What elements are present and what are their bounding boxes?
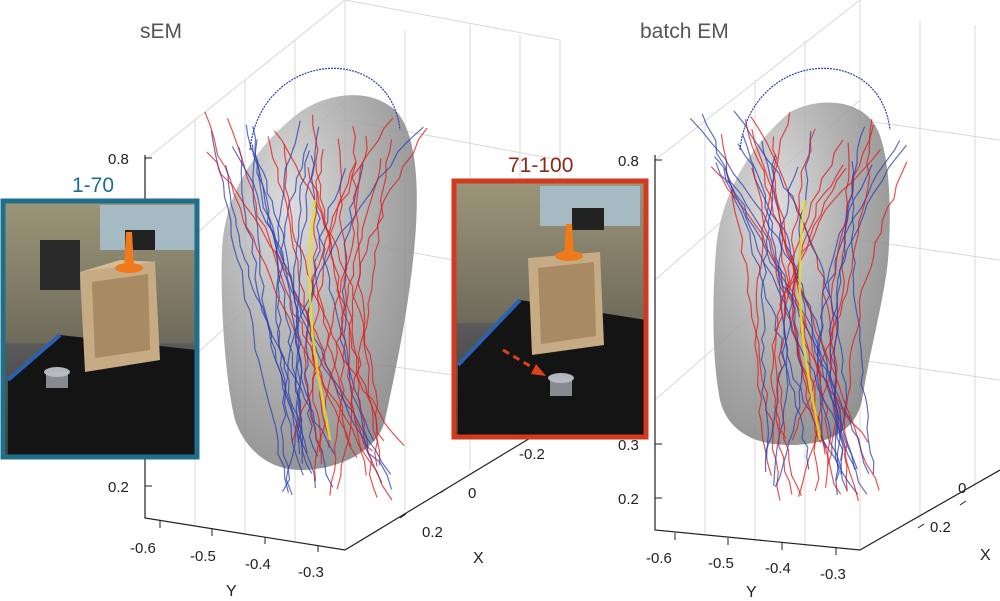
panel-sem-trajectory-red	[206, 151, 352, 447]
panel-sem-trajectory-blue	[275, 120, 308, 454]
inset-2-label: 71-100	[508, 154, 573, 177]
panel-batch-xlabel: X	[980, 547, 991, 564]
panel-batch-ztick-label: 0.3	[618, 437, 639, 454]
panel-sem-trajectory-red	[336, 139, 393, 490]
panel-batch-trajectory-blue	[723, 168, 810, 470]
panel-batch-ztick-label: 0.8	[618, 153, 639, 170]
panel-sem-xlabel: X	[473, 550, 484, 567]
panel-batch-yticks	[674, 533, 837, 555]
panel-sem-trajectory-blue	[231, 146, 302, 493]
panel-sem-trajectory-red	[267, 136, 330, 448]
panel-batch-mean-trajectory	[798, 199, 822, 441]
panel-sem: 0.8 0.2 -0.6 -0.5 -0.4 -0.3 Y -0.2 0 0.2…	[108, 0, 561, 600]
panel-batch-ytick-label: -0.6	[646, 550, 672, 567]
panel-batch-trajectory-red	[720, 134, 781, 501]
panel-batch-trajectory-red	[754, 112, 791, 476]
panel-batch-xtick-label: 0	[958, 480, 966, 497]
panel-sem-ytick-label: -0.5	[190, 548, 216, 565]
panel-sem-trajectory-blue	[245, 124, 304, 464]
panel-batch-trajectory-blue	[816, 164, 873, 491]
panel-batch-trajectory-red	[790, 128, 822, 444]
panel-sem-trajectories	[204, 67, 428, 501]
panel-sem-trajectory-red	[346, 127, 428, 476]
panel-batch-ytick-label: -0.5	[708, 555, 734, 572]
panel-sem-xticks	[399, 488, 447, 519]
panel-batch-trajectory-blue	[850, 161, 875, 475]
panel-sem-ytick-label: -0.3	[298, 564, 324, 581]
panel-batch-trajectory-blue	[733, 110, 848, 461]
panel-batch-trajectory-blue	[737, 143, 844, 475]
panel-sem-ytick-label: -0.4	[245, 556, 271, 573]
panel-batch-trajectory-red	[843, 161, 908, 492]
panel-sem-trajectory-blue	[225, 165, 335, 455]
panel-sem-trajectory-red	[311, 161, 357, 452]
panel-sem-mean-trajectory	[308, 199, 332, 441]
panel-sem-trajectory-blue	[303, 167, 347, 457]
panel-sem-trajectory-red	[226, 118, 358, 459]
panel-sem-trajectory-blue	[256, 161, 303, 443]
panel-batch-ytick-label: -0.4	[765, 560, 791, 577]
panel-batch-trajectory-blue	[742, 134, 789, 486]
panel-batch-xticks	[917, 500, 967, 529]
panel-batch-trajectory-red	[773, 139, 844, 495]
panel-sem-surface	[221, 95, 417, 470]
panel-sem-trajectory-blue	[210, 131, 289, 493]
panel-sem-trajectory-blue	[252, 126, 392, 475]
panel-batch-zticks	[655, 159, 662, 499]
panel-batch-trajectory-blue	[713, 156, 803, 488]
panel-batch-ztick-label: 0.2	[618, 491, 639, 508]
panel-sem-trajectory-blue	[238, 147, 313, 474]
panel-sem-trajectory-loop	[249, 67, 401, 151]
panel-sem-ztick-label: 0.2	[108, 479, 129, 496]
panel-sem-trajectory-red	[311, 114, 385, 442]
panel-batch-ytick-label: -0.3	[820, 566, 846, 583]
panel-sem-zticks	[145, 157, 152, 487]
panel-batch-xtick-label: 0.2	[930, 519, 951, 536]
panel-sem-xtick-label: -0.2	[519, 446, 545, 463]
panel-sem-ztick-label: 0.8	[108, 151, 129, 168]
panel-batch-trajectory-blue	[715, 162, 870, 475]
panel-batch-trajectory-red	[744, 119, 880, 491]
panel-batch-trajectory-blue	[777, 166, 859, 495]
panel-sem-xtick-label: 0	[468, 485, 476, 502]
panel-batch-axes	[654, 155, 1000, 551]
panel-sem-yticks	[159, 521, 319, 552]
panel-batch-trajectory-blue	[833, 126, 866, 481]
panel-batch-title: batch EM	[640, 20, 729, 43]
inset-photo-2: 71-100	[451, 154, 649, 440]
inset-1-label: 1-70	[72, 174, 114, 197]
panel-batch-trajectory-blue	[828, 144, 907, 470]
panel-sem-trajectory-blue	[251, 144, 393, 490]
panel-sem-trajectory-red	[307, 167, 346, 496]
panel-sem-trajectory-red	[351, 126, 378, 467]
panel-batch-trajectory-loop	[739, 67, 891, 151]
panel-batch-trajectory-red	[791, 119, 873, 441]
panel-sem-ytick-label: -0.6	[130, 540, 156, 557]
panel-sem-title: sEM	[140, 20, 182, 43]
inset-photo-1: 1-70	[0, 174, 200, 460]
panel-sem-trajectory-red	[291, 135, 368, 443]
panel-batch-ylabel: Y	[746, 584, 757, 601]
panel-batch-em: 0.8 0.3 0.2 -0.6 -0.5 -0.4 -0.3 Y 0 0.2 …	[618, 0, 1000, 601]
panel-sem-trajectory-red	[312, 148, 374, 452]
panel-sem-trajectory-red	[313, 158, 382, 482]
panel-sem-trajectory-blue	[276, 143, 309, 476]
panel-sem-xtick-label: 0.2	[422, 524, 443, 541]
panel-batch-trajectories	[689, 67, 908, 501]
panel-sem-ylabel: Y	[226, 583, 237, 600]
